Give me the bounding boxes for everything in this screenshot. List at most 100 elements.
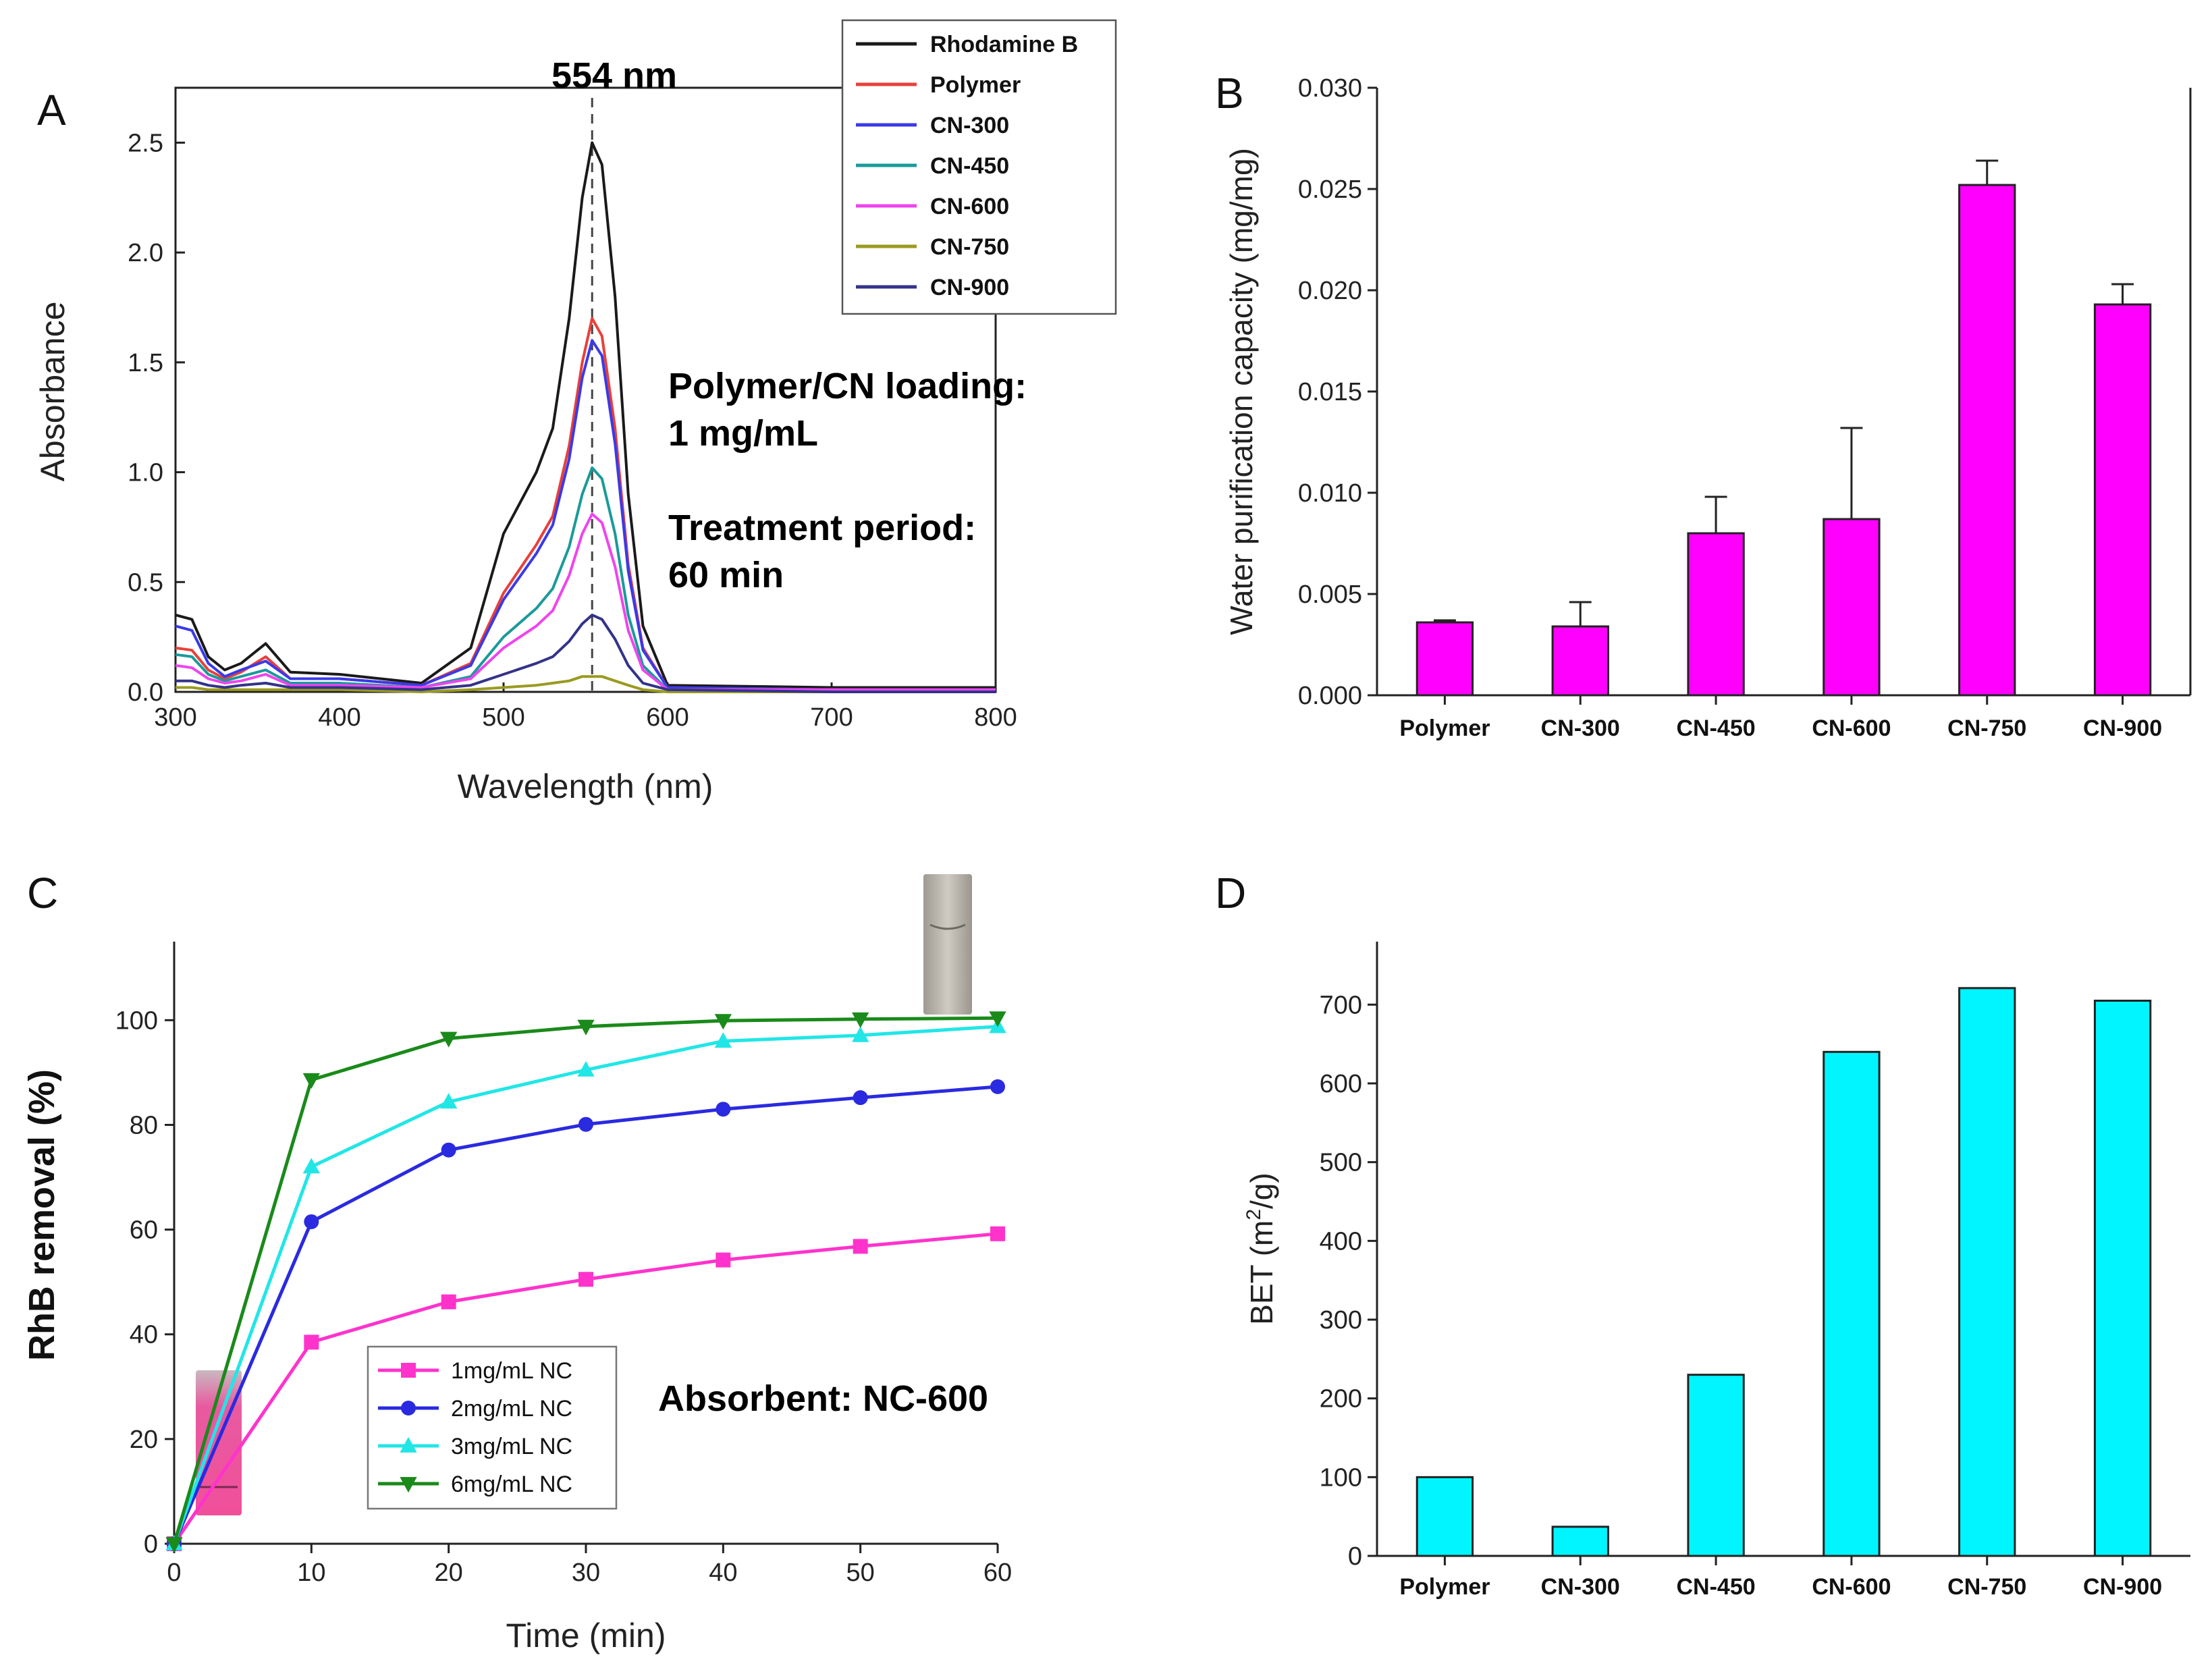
bar-polymer	[1415, 621, 1474, 697]
d-ticks: 0 100 200 300 400 500 600 700	[1320, 991, 2124, 1571]
c-ticks: 0 10 20 30 40 50 60 0 20 40 60 80 100	[115, 1006, 1013, 1587]
x-tick-label-c: 20	[435, 1559, 463, 1587]
data-point-3mg-ml-nc	[302, 1158, 320, 1174]
y-tick-label-a: 2.5	[128, 129, 163, 157]
series-line-rhodamine-b	[175, 141, 996, 689]
legend-marker-c	[400, 1477, 417, 1493]
b-ticks: 0.000 0.005 0.010 0.015 0.020 0.025 0.030	[1298, 74, 2124, 710]
legend-entries-c: 1mg/mL NC 2mg/mL NC 3mg/mL NC 6mg/mL NC	[378, 1358, 572, 1497]
peak-label: 554 nm	[551, 55, 677, 96]
legend-c: 1mg/mL NC 2mg/mL NC 3mg/mL NC 6mg/mL NC	[367, 1345, 618, 1510]
y-tick-label-a: 1.5	[128, 349, 163, 377]
axes-frame-a	[174, 86, 997, 693]
y-tick-label: 0.030	[1298, 74, 1362, 103]
bar-cn-600	[1823, 1050, 1881, 1557]
bar-cn-600	[1823, 518, 1881, 697]
y-tick-label: 0.005	[1298, 581, 1362, 609]
x-tick-label-a: 300	[154, 703, 196, 732]
panel-label-b: B	[1215, 69, 1244, 117]
panel-d: D 0 100 200 300 400 500 600 700 Polymer CN-300 CN…	[1215, 869, 2190, 1600]
data-point-6mg-ml-nc	[989, 1011, 1006, 1027]
y-tick-label: 600	[1320, 1070, 1362, 1098]
data-point-2mg-ml-nc	[441, 1142, 456, 1158]
d-category-labels: Polymer CN-300 CN-450 CN-600 CN-750 CN-900	[1399, 1574, 2162, 1600]
series-line-cn-300	[175, 339, 996, 691]
legend-label-a: Rhodamine B	[930, 32, 1078, 57]
legend-label-a: CN-750	[930, 234, 1009, 260]
data-point-6mg-ml-nc	[714, 1014, 732, 1030]
category-label: CN-300	[1541, 716, 1620, 741]
legend-label-a: CN-600	[930, 194, 1009, 219]
y-axis-label-b: Water purification capacity (mg/mg)	[1224, 148, 1259, 635]
series-line-cn-900	[176, 614, 996, 693]
y-tick-label: 0.025	[1298, 176, 1362, 204]
y-tick-label-a: 2.0	[128, 239, 163, 267]
data-point-2mg-ml-nc	[578, 1116, 593, 1132]
annotation-loading-2: 1 mg/mL	[668, 413, 818, 454]
legend-label-c: 3mg/mL NC	[451, 1434, 572, 1459]
data-point-1mg-ml-nc	[441, 1294, 456, 1310]
bar-cn-300	[1551, 1526, 1609, 1557]
x-tick-label-a: 800	[974, 703, 1017, 732]
legend-label-a: CN-300	[930, 113, 1009, 138]
y-tick-label-c: 80	[130, 1111, 158, 1139]
data-point-2mg-ml-nc	[853, 1090, 868, 1106]
category-label: CN-450	[1676, 716, 1755, 741]
y-tick-label: 300	[1320, 1306, 1362, 1334]
y-tick-label: 0.020	[1298, 277, 1362, 305]
y-tick-label: 100	[1320, 1463, 1362, 1492]
category-label: Polymer	[1399, 716, 1490, 741]
x-tick-label-c: 30	[572, 1559, 600, 1587]
y-axis-label-c: RhB removal (%)	[22, 1069, 62, 1361]
legend-marker-c	[401, 1363, 416, 1378]
panel-label-c: C	[27, 869, 58, 917]
data-point-2mg-ml-nc	[990, 1079, 1005, 1094]
bar-cn-750	[1958, 184, 2016, 697]
vial-clear-meniscus	[929, 923, 966, 930]
data-point-2mg-ml-nc	[716, 1102, 731, 1117]
annotation-period-2: 60 min	[668, 555, 784, 595]
data-point-3mg-ml-nc	[852, 1026, 869, 1042]
legend-label-a: CN-450	[930, 153, 1009, 179]
x-tick-label-a: 400	[318, 703, 360, 732]
y-tick-label-a: 0.0	[128, 678, 163, 707]
y-tick-label-c: 100	[115, 1006, 158, 1035]
legend-label-c: 1mg/mL NC	[451, 1358, 572, 1384]
vial-end	[923, 874, 972, 1015]
legend-label-c: 2mg/mL NC	[451, 1396, 572, 1422]
y-tick-label: 500	[1320, 1149, 1362, 1177]
b-bars	[1415, 159, 2152, 697]
annotation-loading-1: Polymer/CN loading:	[668, 366, 1027, 406]
legend-marker-c	[401, 1401, 416, 1415]
vial-clear-image	[923, 874, 972, 1015]
a-series	[175, 141, 996, 693]
data-point-1mg-ml-nc	[304, 1334, 319, 1350]
x-tick-label-c: 60	[983, 1559, 1012, 1587]
bar-cn-450	[1687, 1374, 1745, 1557]
y-tick-label: 0.010	[1298, 479, 1362, 508]
bar-cn-300	[1551, 625, 1609, 697]
y-tick-label: 400	[1320, 1227, 1362, 1256]
category-label: CN-900	[2083, 1574, 2162, 1600]
data-point-1mg-ml-nc	[716, 1252, 731, 1268]
category-label: Polymer	[1399, 1574, 1490, 1600]
panel-c: C 0 10 20 30 40 50 60 0 20 40 60 80 100 Time (min) R…	[22, 869, 1012, 1654]
data-point-2mg-ml-nc	[304, 1214, 319, 1229]
series-line-cn-450	[175, 466, 996, 691]
annotation-period-1: Treatment period:	[668, 508, 976, 548]
category-label: CN-750	[1947, 1574, 2026, 1600]
bar-cn-900	[2093, 1000, 2152, 1557]
data-point-3mg-ml-nc	[714, 1032, 732, 1048]
x-tick-label-c: 0	[167, 1559, 181, 1587]
c-series	[165, 1011, 1006, 1553]
y-tick-label: 0.000	[1298, 682, 1362, 710]
series-line-cn-750	[176, 675, 996, 693]
data-point-6mg-ml-nc	[440, 1031, 458, 1048]
y-tick-label-c: 20	[130, 1426, 158, 1454]
x-axis-label-c: Time (min)	[506, 1617, 666, 1654]
category-label: CN-450	[1676, 1574, 1755, 1600]
legend-label-a: Polymer	[930, 72, 1021, 98]
data-point-1mg-ml-nc	[578, 1272, 593, 1287]
y-tick-label: 0.015	[1298, 378, 1362, 406]
